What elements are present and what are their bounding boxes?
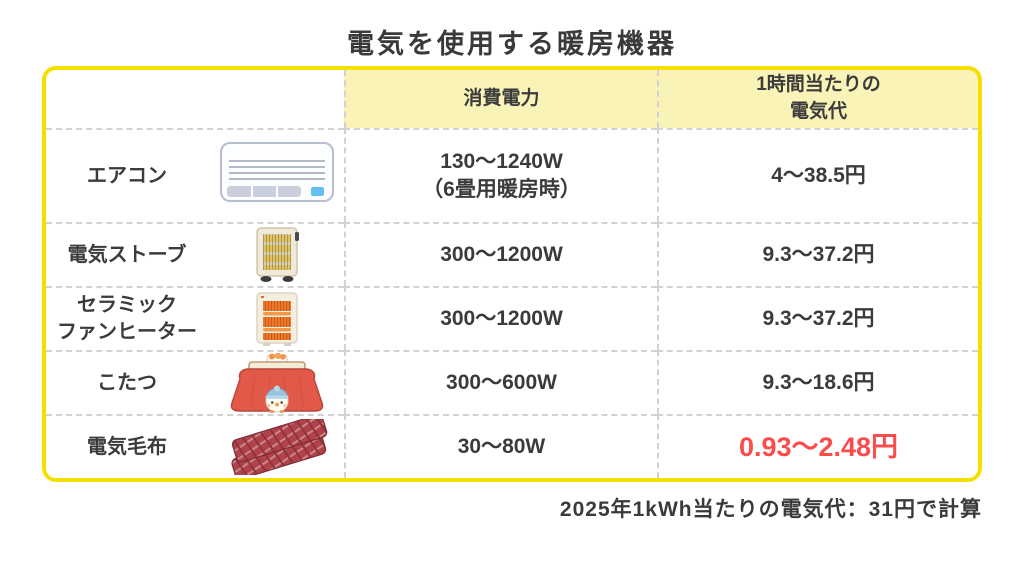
- appliance-label-electric-stove: 電気ストーブ: [67, 243, 187, 266]
- page-title: 電気を使用する暖房機器: [347, 29, 677, 59]
- header-appliance-cell: [46, 70, 344, 128]
- electric-blanket-icon: [212, 419, 342, 475]
- header-power-consumption: 消費電力: [344, 70, 657, 128]
- table-row-ceramic-heater-name: セラミック ファンヒーター: [46, 286, 344, 350]
- table-row-electric-blanket-name: 電気毛布: [46, 414, 344, 478]
- appliance-label-electric-blanket: 電気毛布: [87, 435, 167, 458]
- ceramic-fan-heater-icon: [212, 291, 342, 347]
- table-row-aircon-name: エアコン: [46, 128, 344, 222]
- aircon-icon: [212, 141, 342, 211]
- table-row-electric-stove-name: 電気ストーブ: [46, 222, 344, 286]
- table-cell-kotatsu-power: 300〜600W: [344, 350, 657, 414]
- table-cell-electric-stove-cost: 9.3〜37.2円: [657, 222, 978, 286]
- header-cost-per-hour: 1時間当たりの 電気代: [657, 70, 978, 128]
- kotatsu-icon: [212, 353, 342, 413]
- table-cell-ceramic-heater-cost: 9.3〜37.2円: [657, 286, 978, 350]
- table-cell-electric-stove-power: 300〜1200W: [344, 222, 657, 286]
- table-cell-electric-blanket-power: 30〜80W: [344, 414, 657, 478]
- table-cell-ceramic-heater-power: 300〜1200W: [344, 286, 657, 350]
- table-cell-kotatsu-cost: 9.3〜18.6円: [657, 350, 978, 414]
- appliance-label-kotatsu: こたつ: [97, 371, 157, 394]
- electric-stove-icon: [212, 226, 342, 284]
- table-cell-electric-blanket-cost: 0.93〜2.48円: [657, 414, 978, 478]
- heating-appliance-table: 消費電力 1時間当たりの 電気代 エアコン 130〜1240W （6畳: [42, 66, 982, 482]
- table-cell-aircon-power: 130〜1240W （6畳用暖房時）: [344, 128, 657, 222]
- appliance-label-ceramic-heater: セラミック ファンヒーター: [57, 294, 197, 343]
- table-cell-aircon-cost: 4〜38.5円: [657, 128, 978, 222]
- calculation-note: 2025年1kWh当たりの電気代：31円で計算: [559, 498, 982, 521]
- appliance-label-aircon: エアコン: [87, 164, 167, 187]
- table-row-kotatsu-name: こたつ: [46, 350, 344, 414]
